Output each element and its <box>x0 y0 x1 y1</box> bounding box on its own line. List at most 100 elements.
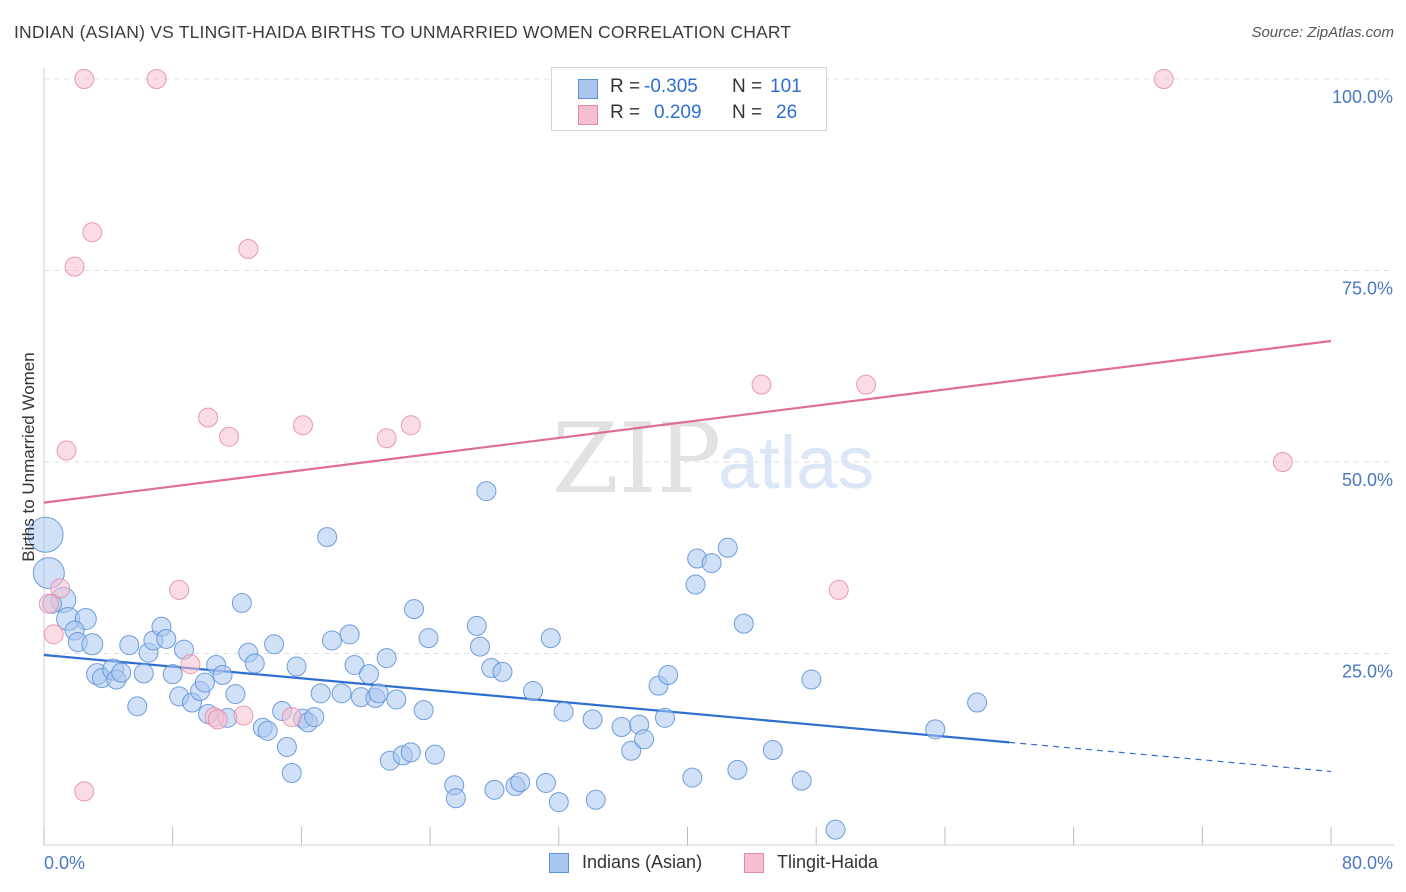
indians-point <box>658 664 679 685</box>
y-tick-label: 25.0% <box>1342 662 1393 682</box>
indians-point <box>358 664 379 685</box>
indians-point <box>119 635 140 656</box>
tlingit-point <box>169 579 190 600</box>
source-credit: Source: ZipAtlas.com <box>1251 24 1394 41</box>
tlingit-point <box>207 709 228 730</box>
indians-point <box>286 656 307 677</box>
legend-n-label: N = <box>732 76 763 97</box>
tlingit-point <box>856 374 877 395</box>
chart-title: INDIAN (ASIAN) VS TLINGIT-HAIDA BIRTHS T… <box>14 22 792 42</box>
indians-point <box>548 792 569 813</box>
indians-point <box>418 628 439 649</box>
indians-point <box>244 653 265 674</box>
indians-point <box>682 767 703 788</box>
indians-point <box>264 634 285 655</box>
indians-point <box>310 683 331 704</box>
tlingit-point <box>82 222 103 243</box>
indians-point <box>368 683 389 704</box>
indians-point <box>162 664 183 685</box>
indians-point <box>717 537 738 558</box>
tlingit-point <box>43 624 64 645</box>
indians-point <box>127 696 148 717</box>
indians-point <box>634 729 655 750</box>
y-tick-label: 75.0% <box>1342 279 1393 299</box>
indians-point <box>540 628 561 649</box>
indians-point <box>27 516 64 553</box>
indians-point <box>727 759 748 780</box>
indians-point <box>535 772 556 793</box>
indians-point <box>492 661 513 682</box>
indians-point <box>801 669 822 690</box>
indians-trendline-extrapolated <box>1009 741 1332 773</box>
indians-point <box>400 742 421 763</box>
indians-trendline <box>43 653 1010 744</box>
indians-point <box>194 672 215 693</box>
indians-point <box>762 740 783 761</box>
indians-point <box>424 744 445 765</box>
indians-point <box>553 701 574 722</box>
indians-point <box>331 683 352 704</box>
x-tick-label-max: 80.0% <box>1342 853 1393 873</box>
legend-n-label: N = <box>732 102 763 123</box>
tlingit-point <box>828 579 849 600</box>
tlingit-point <box>233 705 254 726</box>
indians-point <box>304 707 325 728</box>
indians-point <box>225 684 246 705</box>
indians-point <box>321 630 342 651</box>
indians-point <box>733 613 754 634</box>
indians-point <box>344 654 365 675</box>
data-points <box>27 69 1293 840</box>
indians-point <box>701 553 722 574</box>
bottom-legend-label: Tlingit-Haida <box>777 852 879 872</box>
tlingit-point <box>50 578 71 599</box>
watermark: ZIP atlas <box>552 403 874 515</box>
indians-point <box>212 664 233 685</box>
legend-n-value: 101 <box>770 76 802 97</box>
tlingit-point <box>751 374 772 395</box>
indians-point <box>791 770 812 791</box>
indians-point <box>276 736 297 757</box>
indians-point <box>404 599 425 620</box>
indians-point <box>484 779 505 800</box>
tlingit-point <box>1153 69 1174 89</box>
tlingit-point <box>400 415 421 436</box>
legend-r-value: 0.209 <box>654 102 702 123</box>
indians-point <box>111 662 132 683</box>
tlingit-point <box>281 707 302 728</box>
indians-point <box>231 592 252 613</box>
correlation-legend: R = -0.305 N = 101 R = 0.209 N = 26 <box>551 67 827 131</box>
indians-point <box>317 527 338 548</box>
tlingit-point <box>293 415 314 436</box>
indians-point <box>925 719 946 740</box>
legend-row-tlingit: R = 0.209 N = 26 <box>552 102 826 128</box>
axes <box>43 68 1394 846</box>
indians-point <box>445 788 466 809</box>
trendlines <box>43 339 1332 773</box>
tlingit-point <box>1272 452 1293 472</box>
indians-point <box>585 789 606 810</box>
legend-row-indians: R = -0.305 N = 101 <box>552 76 826 102</box>
tlingit-point <box>38 593 59 614</box>
indians-point <box>133 663 154 684</box>
indians-point <box>469 636 490 657</box>
indians-point <box>510 772 531 793</box>
legend-n-value: 26 <box>776 102 798 123</box>
indians-point <box>413 700 434 721</box>
tlingit-point <box>238 239 259 260</box>
tlingit-point <box>219 426 240 447</box>
x-tick-label-min: 0.0% <box>44 853 85 873</box>
legend-swatch-blue <box>578 79 598 99</box>
legend-r-value: -0.305 <box>644 76 698 97</box>
tlingit-point <box>74 781 95 802</box>
indians-point <box>339 624 360 645</box>
indians-point <box>582 709 603 730</box>
y-tick-label: 100.0% <box>1332 87 1393 107</box>
indians-point <box>156 628 177 649</box>
tlingit-trendline <box>43 339 1332 504</box>
legend-r-label: R = <box>610 76 641 97</box>
tlingit-point <box>74 69 95 89</box>
indians-point <box>967 692 988 713</box>
y-axis-label: Births to Unmarried Women <box>19 352 38 561</box>
tlingit-point <box>56 440 77 461</box>
